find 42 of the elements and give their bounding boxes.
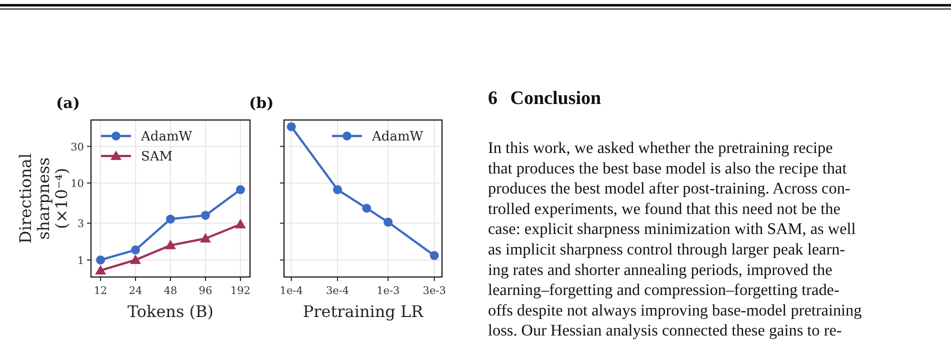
text: produces the best model after post-training. Across con- <box>488 180 850 198</box>
y-axis-title: Directional sharpness (×10⁻⁴) <box>16 153 71 244</box>
y-tick-label: 1 <box>77 254 84 267</box>
legend-label: SAM <box>141 150 173 164</box>
chart-title: (b) <box>249 94 274 112</box>
text: learning–forgetting and compression–forgetting trade- <box>488 281 840 300</box>
point <box>96 255 106 264</box>
x-tick-label: 192 <box>230 285 250 297</box>
x-axis-title: Tokens (B) <box>127 302 214 321</box>
point <box>234 218 246 228</box>
x-tick-label: 3e-3 <box>422 285 446 297</box>
y-tick-label: 10 <box>70 178 84 190</box>
text: trolled experiments, we found that this need not be the <box>488 200 840 218</box>
legend-label: AdamW <box>140 130 193 144</box>
text: case: explicit sharpness minimization with SAM, as well <box>488 220 856 238</box>
point <box>130 254 142 264</box>
x-tick-label: 48 <box>164 285 178 297</box>
point <box>165 240 176 250</box>
legend-label: AdamW <box>371 130 424 144</box>
x-tick-label: 24 <box>128 285 143 297</box>
y-tick-label: 3 <box>77 218 84 230</box>
text: In this work, we asked whether the pretraining recipe <box>488 139 833 157</box>
point <box>131 245 140 254</box>
text: offs despite not always improving base-model pretraining <box>488 301 862 320</box>
text: that produces the best base model is also the recipe that <box>488 159 848 178</box>
x-tick-label: 3e-4 <box>326 285 350 297</box>
x-tick-label: 96 <box>198 285 212 297</box>
x-tick-label: 1e-3 <box>376 285 400 297</box>
point <box>200 210 210 220</box>
text: ing rates and shorter annealing periods, improved the <box>488 260 832 279</box>
point <box>166 214 175 224</box>
x-tick-label: 12 <box>94 285 108 297</box>
text: loss. Our Hessian analysis connected these gains to re- <box>488 322 842 340</box>
point <box>95 264 106 274</box>
point <box>200 233 211 242</box>
text: as implicit sharpness control through larger peak learn- <box>488 240 846 258</box>
text: 6 Conclusion <box>488 88 602 109</box>
point <box>236 185 245 194</box>
y-tick-label: 30 <box>70 141 84 154</box>
chart-title: (a) <box>56 94 80 112</box>
x-tick-label: 1e-4 <box>280 285 304 297</box>
x-axis-title: Pretraining LR <box>302 302 424 321</box>
